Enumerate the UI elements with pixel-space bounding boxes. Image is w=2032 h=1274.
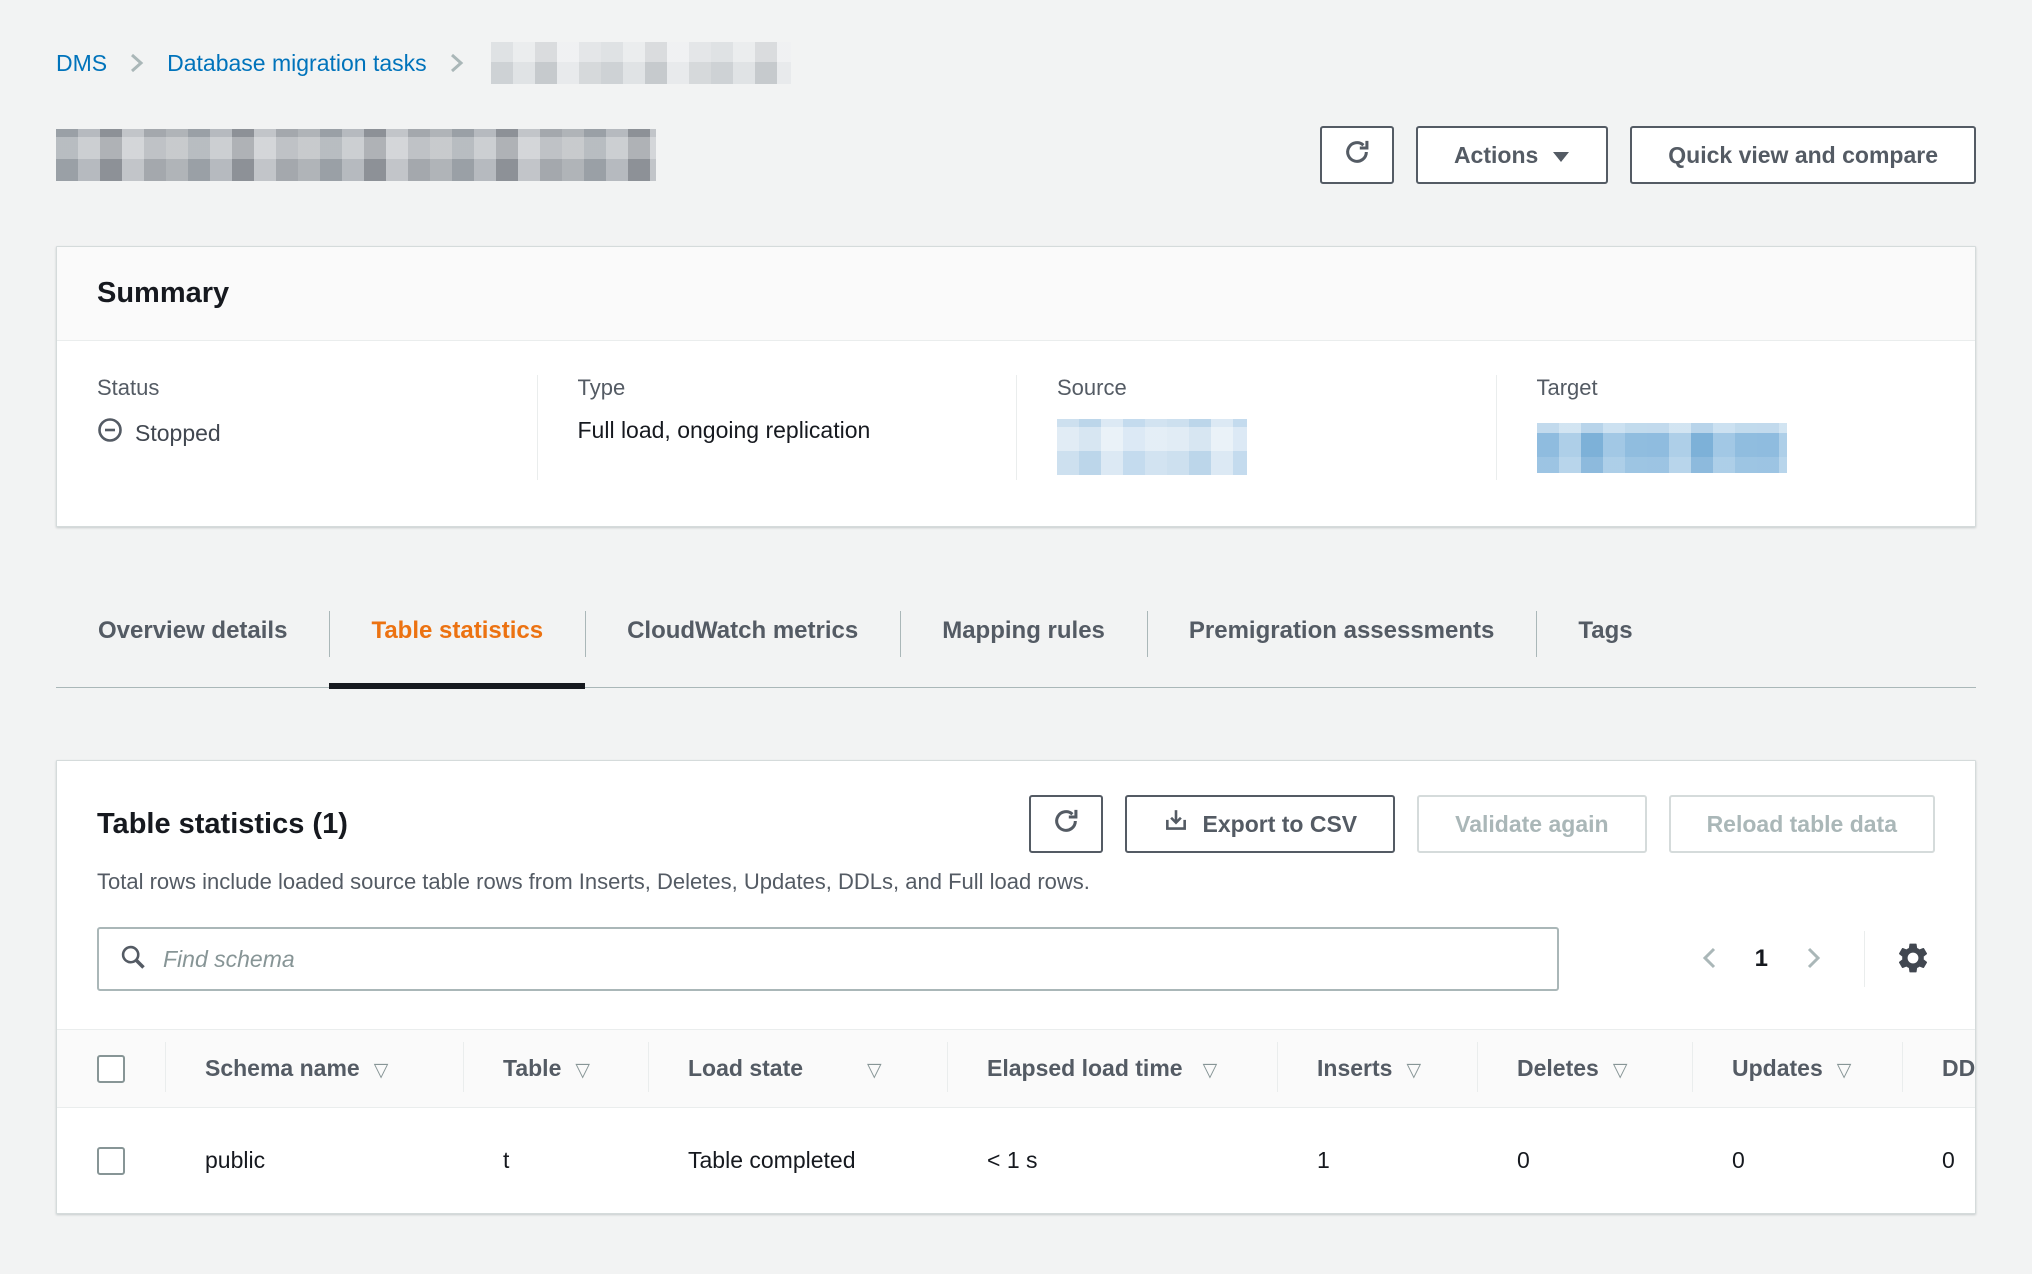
cell-updates: 0 <box>1692 1107 1902 1213</box>
column-header-elapsed-load-time[interactable]: Elapsed load time ▽ <box>947 1029 1277 1108</box>
summary-type-field: Type Full load, ongoing replication <box>536 375 1017 480</box>
status-text: Stopped <box>135 419 221 446</box>
tab-table-statistics[interactable]: Table statistics <box>329 591 585 689</box>
row-checkbox[interactable] <box>97 1146 125 1175</box>
chevron-right-icon <box>449 51 465 75</box>
gear-icon <box>1895 940 1931 979</box>
sort-icon: ▽ <box>867 1059 882 1081</box>
next-page-button[interactable] <box>1798 938 1830 981</box>
table-panel-buttons: Export to CSV Validate again Reload tabl… <box>1028 795 1935 853</box>
column-header-inserts[interactable]: Inserts ▽ <box>1277 1029 1477 1108</box>
cell-ddls: 0 <box>1902 1107 1975 1213</box>
stopped-icon <box>97 417 123 449</box>
column-header-load-state[interactable]: Load state ▽ <box>648 1029 947 1108</box>
task-detail-tabs: Overview details Table statistics CloudW… <box>56 591 1976 689</box>
table-toolbar: 1 <box>57 895 1975 991</box>
tab-mapping-rules[interactable]: Mapping rules <box>900 591 1147 687</box>
table-statistics-panel: Table statistics (1) Export to CSV Valid… <box>56 760 1976 1214</box>
tab-cloudwatch-metrics[interactable]: CloudWatch metrics <box>585 591 900 687</box>
select-all-checkbox[interactable] <box>97 1054 125 1083</box>
chevron-left-icon <box>1699 944 1719 975</box>
summary-source-field: Source <box>1016 375 1496 480</box>
table-statistics-table-wrap: Schema name ▽ Table ▽ Load state ▽ Elapsed … <box>57 1029 1975 1213</box>
table-statistics-description: Total rows include loaded source table r… <box>97 869 1090 894</box>
table-header-row: Schema name ▽ Table ▽ Load state ▽ Elapsed … <box>57 1029 1975 1108</box>
table-statistics-title: Table statistics (1) <box>97 807 348 840</box>
cell-deletes: 0 <box>1477 1107 1692 1213</box>
summary-body: Status Stopped Type Full load, ongoing r… <box>57 341 1975 526</box>
summary-target-field: Target <box>1495 375 1976 480</box>
target-label: Target <box>1536 375 1598 400</box>
page-title-redacted <box>56 129 656 181</box>
chevron-right-icon <box>129 51 145 75</box>
breadcrumb-current-redacted <box>490 42 791 84</box>
summary-panel: Summary Status Stopped Type Full load, o… <box>56 246 1976 527</box>
refresh-icon <box>1052 807 1080 841</box>
table-refresh-button[interactable] <box>1028 795 1103 853</box>
reload-table-data-button[interactable]: Reload table data <box>1668 795 1935 853</box>
summary-panel-header: Summary <box>57 247 1975 341</box>
sort-icon: ▽ <box>373 1059 389 1081</box>
export-to-csv-button[interactable]: Export to CSV <box>1124 795 1396 853</box>
page-header-actions: Actions Quick view and compare <box>1319 126 1976 184</box>
type-label: Type <box>577 375 626 400</box>
sort-icon: ▽ <box>1836 1059 1852 1081</box>
breadcrumb: DMS Database migration tasks <box>56 0 1976 84</box>
find-schema-input[interactable] <box>163 929 1537 989</box>
target-value-redacted <box>1536 423 1787 473</box>
select-all-header <box>57 1029 165 1108</box>
cell-load-state: Table completed <box>648 1107 947 1213</box>
tab-premigration-assessments[interactable]: Premigration assessments <box>1146 591 1536 687</box>
table-statistics-table: Schema name ▽ Table ▽ Load state ▽ Elapsed … <box>57 1029 1975 1213</box>
download-icon <box>1163 808 1189 840</box>
breadcrumb-link-dms[interactable]: DMS <box>56 49 108 76</box>
current-page-number: 1 <box>1754 945 1768 972</box>
summary-status-field: Status Stopped <box>57 375 537 480</box>
cell-table: t <box>463 1107 648 1213</box>
refresh-button[interactable] <box>1319 126 1394 184</box>
schema-search-box <box>97 927 1559 991</box>
column-header-table[interactable]: Table ▽ <box>463 1029 648 1108</box>
export-to-csv-label: Export to CSV <box>1202 810 1358 837</box>
settings-button[interactable] <box>1891 936 1935 983</box>
caret-down-icon <box>1552 142 1570 169</box>
breadcrumb-link-migration-tasks[interactable]: Database migration tasks <box>167 49 427 76</box>
previous-page-button[interactable] <box>1693 938 1725 981</box>
source-value-redacted <box>1057 419 1247 475</box>
cell-elapsed-load-time: < 1 s <box>947 1107 1277 1213</box>
status-value: Stopped <box>97 417 507 449</box>
cell-schema-name: public <box>165 1107 463 1213</box>
actions-button-label: Actions <box>1453 141 1539 168</box>
column-header-ddls[interactable]: DDLs▽ <box>1902 1029 1975 1108</box>
column-header-updates[interactable]: Updates ▽ <box>1692 1029 1902 1108</box>
quick-view-compare-button[interactable]: Quick view and compare <box>1630 126 1976 184</box>
refresh-icon <box>1343 138 1371 172</box>
summary-title: Summary <box>97 277 230 309</box>
column-header-deletes[interactable]: Deletes ▽ <box>1477 1029 1692 1108</box>
page-header: Actions Quick view and compare <box>56 126 1976 184</box>
source-label: Source <box>1057 375 1127 400</box>
actions-button[interactable]: Actions <box>1415 126 1609 184</box>
pagination: 1 <box>1693 931 1935 987</box>
tab-tags[interactable]: Tags <box>1536 591 1674 687</box>
chevron-right-icon <box>1804 944 1824 975</box>
pagination-divider <box>1864 931 1865 987</box>
table-panel-header: Table statistics (1) Export to CSV Valid… <box>57 761 1975 895</box>
search-icon <box>119 943 147 976</box>
status-label: Status <box>97 375 160 400</box>
validate-again-button[interactable]: Validate again <box>1417 795 1647 853</box>
cell-inserts: 1 <box>1277 1107 1477 1213</box>
row-select-cell <box>57 1107 165 1213</box>
sort-icon: ▽ <box>1406 1059 1422 1081</box>
tab-overview-details[interactable]: Overview details <box>98 617 288 644</box>
sort-icon: ▽ <box>1612 1059 1628 1081</box>
sort-icon: ▽ <box>575 1059 590 1081</box>
table-row: public t Table completed < 1 s 1 0 0 0 <box>57 1107 1975 1213</box>
column-header-schema-name[interactable]: Schema name ▽ <box>165 1029 463 1108</box>
type-value: Full load, ongoing replication <box>577 417 871 443</box>
sort-icon: ▽ <box>1202 1059 1218 1081</box>
